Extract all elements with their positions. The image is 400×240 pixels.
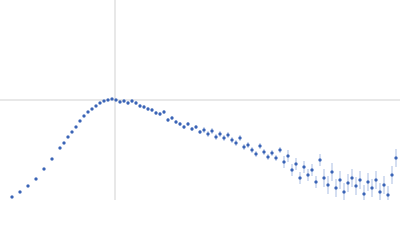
data-point xyxy=(354,184,358,188)
data-point xyxy=(290,168,294,172)
data-point xyxy=(138,104,142,108)
data-point xyxy=(222,136,226,140)
data-point xyxy=(250,148,254,152)
data-point xyxy=(366,180,370,184)
data-point xyxy=(94,104,98,108)
data-point xyxy=(98,101,102,105)
data-point xyxy=(190,127,194,131)
data-point xyxy=(182,125,186,129)
data-point xyxy=(358,178,362,182)
data-point xyxy=(62,141,66,145)
data-point xyxy=(18,190,22,194)
data-point xyxy=(338,178,342,182)
data-point xyxy=(202,128,206,132)
data-point xyxy=(66,135,70,139)
data-point xyxy=(214,135,218,139)
data-point xyxy=(314,180,318,184)
data-point xyxy=(70,130,74,134)
data-point xyxy=(334,186,338,190)
data-point xyxy=(346,181,350,185)
data-point xyxy=(282,160,286,164)
data-point xyxy=(262,150,266,154)
data-point xyxy=(78,119,82,123)
data-point xyxy=(110,97,114,101)
data-point xyxy=(58,146,62,150)
data-point xyxy=(310,168,314,172)
data-point xyxy=(174,120,178,124)
data-point xyxy=(330,170,334,174)
data-point xyxy=(82,114,86,118)
data-point xyxy=(102,99,106,103)
data-point xyxy=(246,143,250,147)
data-point xyxy=(198,130,202,134)
data-point xyxy=(194,125,198,129)
data-point xyxy=(322,176,326,180)
data-point xyxy=(170,116,174,120)
data-point xyxy=(234,141,238,145)
data-point xyxy=(42,167,46,171)
data-point xyxy=(210,129,214,133)
data-point xyxy=(118,100,122,104)
data-point xyxy=(86,110,90,114)
data-point xyxy=(302,165,306,169)
data-point xyxy=(218,132,222,136)
data-point xyxy=(134,101,138,105)
data-point xyxy=(26,184,30,188)
data-point xyxy=(378,190,382,194)
data-point xyxy=(142,105,146,109)
data-point xyxy=(162,110,166,114)
data-point xyxy=(74,125,78,129)
data-point xyxy=(10,195,14,199)
data-point xyxy=(146,107,150,111)
data-point xyxy=(150,108,154,112)
data-point xyxy=(114,98,118,102)
data-point xyxy=(382,183,386,187)
data-point xyxy=(294,162,298,166)
data-point xyxy=(298,176,302,180)
data-point xyxy=(126,101,130,105)
data-point xyxy=(50,157,54,161)
data-point xyxy=(178,122,182,126)
data-point xyxy=(34,177,38,181)
data-point xyxy=(230,138,234,142)
data-point xyxy=(362,192,366,196)
data-point xyxy=(238,136,242,140)
data-point xyxy=(318,158,322,162)
data-point xyxy=(278,148,282,152)
data-point xyxy=(166,118,170,122)
chart xyxy=(0,0,400,200)
data-point xyxy=(242,145,246,149)
data-point xyxy=(206,132,210,136)
data-point xyxy=(154,111,158,115)
data-point xyxy=(390,173,394,177)
data-point xyxy=(286,154,290,158)
data-point xyxy=(350,176,354,180)
data-point xyxy=(130,99,134,103)
data-point xyxy=(254,152,258,156)
data-point xyxy=(306,173,310,177)
data-point xyxy=(226,133,230,137)
data-point xyxy=(158,112,162,116)
data-point xyxy=(106,98,110,102)
data-point xyxy=(370,186,374,190)
data-point xyxy=(258,144,262,148)
data-point xyxy=(274,156,278,160)
data-point xyxy=(394,156,398,160)
data-point xyxy=(186,122,190,126)
data-point xyxy=(326,183,330,187)
data-point xyxy=(374,178,378,182)
data-point xyxy=(90,107,94,111)
data-point xyxy=(386,193,390,197)
data-point xyxy=(270,151,274,155)
data-point xyxy=(122,99,126,103)
data-point xyxy=(266,155,270,159)
data-point xyxy=(342,190,346,194)
